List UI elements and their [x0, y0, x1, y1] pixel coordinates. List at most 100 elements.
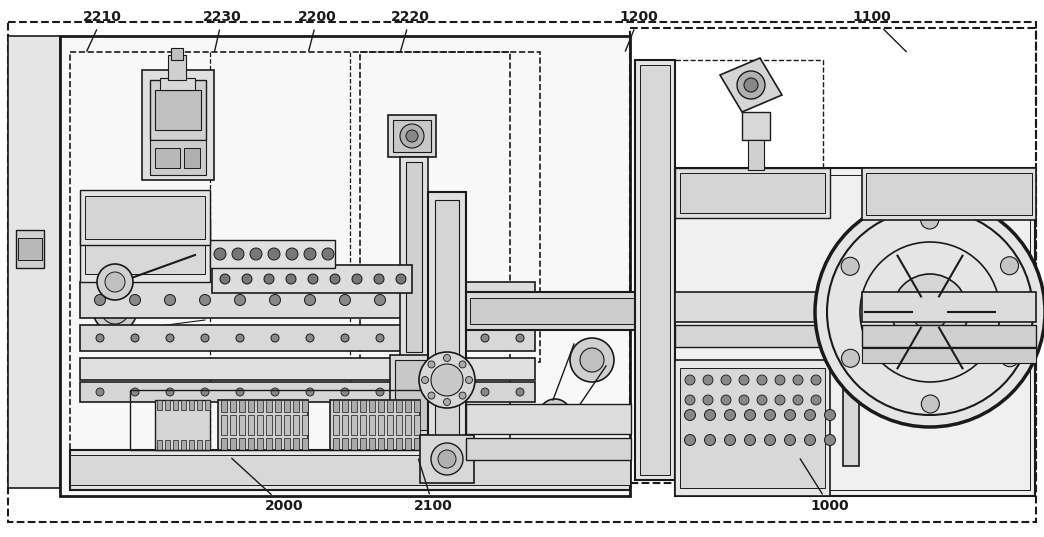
- Circle shape: [166, 388, 174, 396]
- Bar: [420, 435, 474, 483]
- Bar: [675, 175, 1030, 490]
- Bar: [150, 140, 206, 175]
- Circle shape: [422, 376, 428, 383]
- Bar: [414, 438, 420, 450]
- Bar: [867, 173, 1033, 215]
- Bar: [284, 415, 290, 435]
- Circle shape: [466, 376, 473, 383]
- Bar: [302, 415, 308, 435]
- Circle shape: [793, 375, 803, 385]
- Bar: [342, 438, 348, 450]
- Circle shape: [921, 211, 939, 229]
- Bar: [257, 415, 263, 435]
- Bar: [257, 438, 263, 450]
- Circle shape: [376, 388, 384, 396]
- Circle shape: [220, 274, 230, 284]
- Bar: [284, 438, 290, 450]
- Circle shape: [199, 294, 211, 306]
- Bar: [16, 230, 44, 268]
- Circle shape: [721, 375, 731, 385]
- Circle shape: [411, 388, 419, 396]
- Circle shape: [446, 388, 454, 396]
- Bar: [85, 228, 205, 274]
- Circle shape: [97, 264, 133, 300]
- Circle shape: [130, 388, 139, 396]
- Circle shape: [242, 274, 252, 284]
- Bar: [284, 400, 290, 412]
- Bar: [675, 325, 1035, 347]
- Bar: [197, 440, 201, 450]
- Bar: [150, 80, 206, 140]
- Circle shape: [269, 294, 281, 306]
- Bar: [266, 438, 272, 450]
- Text: 2210: 2210: [82, 11, 122, 51]
- Bar: [181, 400, 186, 410]
- Bar: [405, 400, 411, 412]
- Circle shape: [129, 294, 141, 306]
- Bar: [205, 400, 210, 410]
- Circle shape: [775, 395, 785, 405]
- Circle shape: [1000, 257, 1019, 275]
- Text: 1200: 1200: [619, 11, 659, 51]
- Circle shape: [445, 294, 455, 306]
- Bar: [70, 52, 511, 482]
- Bar: [378, 438, 384, 450]
- Polygon shape: [720, 58, 782, 112]
- Circle shape: [431, 443, 462, 475]
- Bar: [630, 28, 1036, 483]
- Circle shape: [438, 450, 456, 468]
- Bar: [393, 120, 431, 152]
- Bar: [221, 438, 227, 450]
- Circle shape: [236, 388, 244, 396]
- Circle shape: [376, 334, 384, 342]
- Circle shape: [685, 410, 695, 420]
- Text: 1000: 1000: [800, 459, 849, 513]
- Bar: [293, 438, 299, 450]
- Bar: [360, 415, 366, 435]
- Circle shape: [547, 407, 563, 423]
- Text: 1100: 1100: [852, 11, 906, 52]
- Bar: [181, 440, 186, 450]
- Bar: [640, 65, 670, 475]
- Circle shape: [375, 294, 385, 306]
- Circle shape: [479, 294, 491, 306]
- Circle shape: [444, 398, 451, 405]
- Circle shape: [739, 375, 749, 385]
- Bar: [165, 400, 170, 410]
- Circle shape: [105, 272, 125, 292]
- Circle shape: [165, 294, 175, 306]
- Bar: [70, 455, 630, 485]
- Circle shape: [725, 434, 736, 446]
- Circle shape: [400, 124, 424, 148]
- Circle shape: [580, 348, 604, 372]
- Bar: [378, 415, 384, 435]
- Bar: [342, 400, 348, 412]
- Bar: [80, 220, 210, 282]
- Bar: [342, 415, 348, 435]
- Circle shape: [539, 399, 571, 431]
- Bar: [435, 200, 459, 440]
- Circle shape: [705, 434, 715, 446]
- Bar: [197, 400, 201, 410]
- Bar: [205, 440, 210, 450]
- Bar: [351, 415, 357, 435]
- Bar: [635, 60, 675, 480]
- Circle shape: [811, 375, 821, 385]
- Circle shape: [96, 388, 104, 396]
- Circle shape: [841, 349, 859, 367]
- Bar: [369, 415, 375, 435]
- Bar: [414, 415, 420, 435]
- Circle shape: [825, 434, 835, 446]
- Bar: [210, 240, 335, 268]
- Bar: [414, 400, 420, 412]
- Bar: [675, 168, 1035, 496]
- Bar: [80, 358, 535, 380]
- Bar: [406, 162, 422, 352]
- Circle shape: [110, 305, 120, 315]
- Bar: [171, 48, 183, 60]
- Text: 2100: 2100: [413, 459, 453, 513]
- Circle shape: [459, 392, 466, 399]
- Circle shape: [322, 248, 334, 260]
- Circle shape: [305, 294, 315, 306]
- Bar: [396, 438, 402, 450]
